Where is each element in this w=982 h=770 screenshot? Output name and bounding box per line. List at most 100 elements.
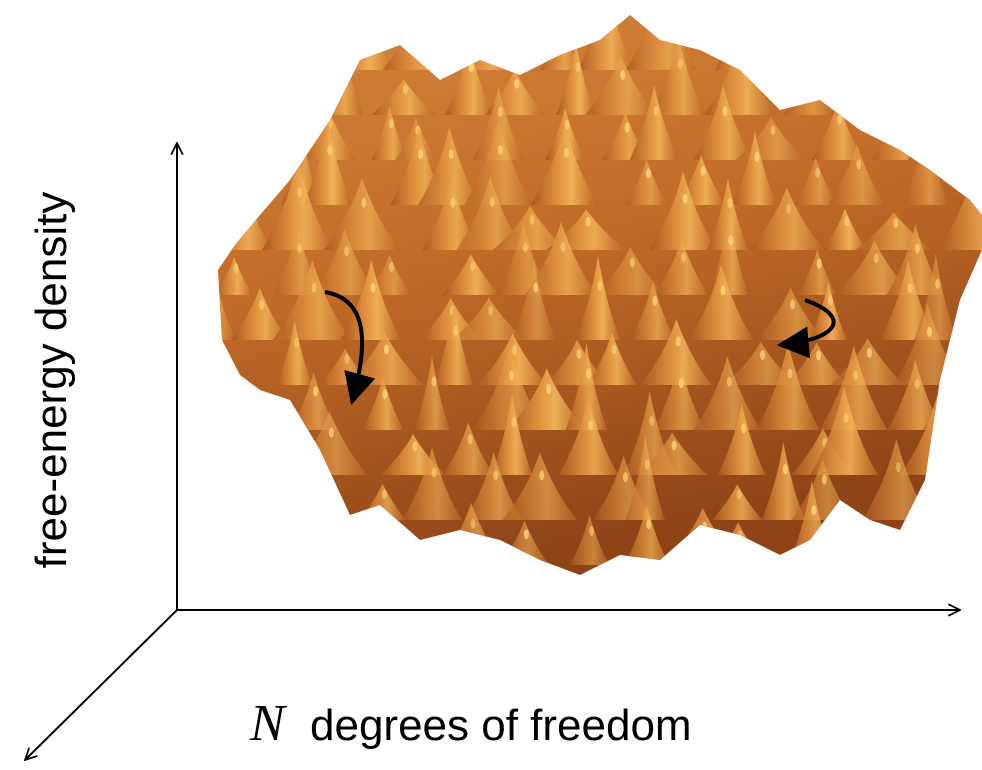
highlight (361, 197, 367, 208)
ridge (218, 18, 239, 70)
highlight (646, 519, 652, 530)
highlight (770, 125, 776, 136)
highlight (700, 166, 706, 177)
highlight (629, 257, 635, 268)
highlight (294, 337, 300, 348)
highlight (512, 344, 518, 355)
ridge (823, 208, 867, 250)
ridge (493, 206, 567, 250)
highlight (702, 521, 708, 532)
highlight (453, 326, 459, 337)
highlight (808, 56, 814, 67)
ridge (827, 143, 886, 205)
ridge (794, 157, 837, 205)
ridge (939, 42, 982, 115)
ridge (886, 224, 945, 295)
highlight (384, 344, 389, 355)
highlight (722, 106, 728, 116)
ridge (795, 15, 873, 70)
highlight (412, 441, 418, 452)
ridge (831, 44, 898, 115)
ridge (693, 84, 753, 160)
highlight (735, 16, 741, 27)
highlight (967, 62, 972, 73)
highlight (597, 280, 603, 291)
highlight (467, 434, 473, 445)
ridge (351, 525, 413, 565)
highlight (344, 354, 350, 365)
highlight (944, 26, 950, 37)
ridge (974, 308, 982, 385)
highlight (523, 529, 529, 540)
ridge (464, 452, 523, 520)
highlight (677, 58, 683, 69)
highlight (649, 415, 655, 426)
highlight (833, 26, 839, 37)
transition-arrow (776, 298, 836, 359)
ridge (362, 376, 404, 430)
highlight (206, 30, 211, 40)
ridge (340, 259, 402, 340)
ridge (625, 158, 668, 205)
ridge (312, 228, 378, 295)
transition-arrow (324, 290, 376, 406)
ridge (502, 452, 578, 520)
highlight (370, 282, 376, 293)
ridge (395, 117, 437, 160)
highlight (926, 54, 932, 65)
ridge (151, 459, 209, 520)
ridge (221, 155, 260, 205)
highlight (858, 525, 864, 536)
highlight (470, 518, 476, 529)
ridge (959, 402, 982, 475)
landscape (151, 15, 982, 575)
highlight (787, 26, 793, 37)
highlight (737, 530, 743, 541)
ridge (243, 500, 285, 565)
ridge (636, 432, 708, 475)
ridge (303, 120, 353, 205)
ridge (255, 55, 315, 115)
ridge (922, 15, 969, 70)
ridge (693, 356, 762, 430)
ridge (756, 342, 820, 430)
highlight (727, 197, 733, 208)
ridge (218, 257, 237, 340)
highlight (327, 145, 333, 156)
highlight (514, 78, 520, 89)
ridge (925, 438, 970, 520)
highlight (564, 119, 570, 130)
ridge (371, 106, 408, 160)
highlight (652, 295, 658, 306)
ridge (290, 16, 362, 71)
highlight (653, 105, 659, 116)
ridge (569, 515, 610, 565)
ridge (629, 84, 679, 160)
ridge (724, 341, 797, 385)
ridge (706, 178, 749, 250)
ridge (444, 42, 494, 115)
highlight (219, 351, 225, 362)
highlight (947, 462, 953, 473)
highlight (497, 145, 503, 155)
ridge (442, 254, 500, 295)
highlight (966, 529, 972, 540)
highlight (509, 370, 515, 381)
highlight (259, 98, 265, 108)
highlight (470, 261, 476, 272)
ridge (887, 359, 944, 430)
highlight (726, 376, 732, 387)
axis-symbol: N (249, 695, 288, 752)
highlight (299, 472, 305, 483)
highlight (313, 386, 319, 397)
ridge (402, 447, 462, 520)
highlight (856, 159, 862, 170)
highlight (388, 262, 394, 272)
ridge (575, 255, 621, 340)
highlight (790, 299, 795, 310)
highlight (279, 442, 285, 453)
ridge (464, 119, 533, 205)
highlight (194, 118, 199, 128)
